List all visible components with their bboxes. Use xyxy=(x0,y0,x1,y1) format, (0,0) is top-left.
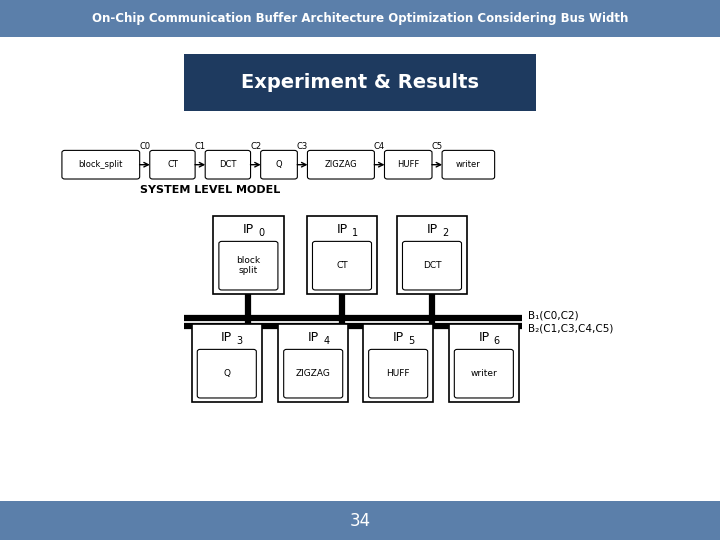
Text: Q: Q xyxy=(223,369,230,378)
Text: IP: IP xyxy=(478,331,490,344)
Text: HUFF: HUFF xyxy=(397,160,419,169)
Text: 3: 3 xyxy=(237,336,243,346)
FancyBboxPatch shape xyxy=(205,150,251,179)
Text: HUFF: HUFF xyxy=(387,369,410,378)
FancyBboxPatch shape xyxy=(384,150,432,179)
Bar xyxy=(0,501,720,540)
FancyBboxPatch shape xyxy=(402,241,462,290)
Text: IP: IP xyxy=(426,223,438,236)
Text: B₁(C0,C2): B₁(C0,C2) xyxy=(528,310,578,320)
Text: C4: C4 xyxy=(374,142,385,151)
Text: CT: CT xyxy=(167,160,178,169)
Text: 5: 5 xyxy=(408,336,414,346)
Text: writer: writer xyxy=(456,160,481,169)
Text: DCT: DCT xyxy=(423,261,441,270)
Text: 1: 1 xyxy=(352,228,358,238)
Text: SYSTEM LEVEL MODEL: SYSTEM LEVEL MODEL xyxy=(140,185,281,195)
Bar xyxy=(213,216,284,294)
Text: Experiment & Results: Experiment & Results xyxy=(241,73,479,92)
Text: block_split: block_split xyxy=(78,160,123,169)
Text: CT: CT xyxy=(336,261,348,270)
Bar xyxy=(363,324,433,402)
Text: 6: 6 xyxy=(494,336,500,346)
Bar xyxy=(307,216,377,294)
Bar xyxy=(0,0,720,37)
Text: 34: 34 xyxy=(349,511,371,530)
FancyBboxPatch shape xyxy=(369,349,428,398)
Text: C3: C3 xyxy=(297,142,308,151)
Text: ZIGZAG: ZIGZAG xyxy=(296,369,330,378)
Bar xyxy=(449,324,519,402)
FancyBboxPatch shape xyxy=(307,150,374,179)
Bar xyxy=(397,216,467,294)
Text: 2: 2 xyxy=(442,228,448,238)
FancyBboxPatch shape xyxy=(62,150,140,179)
Text: C5: C5 xyxy=(431,142,443,151)
Text: C1: C1 xyxy=(194,142,206,151)
Text: C2: C2 xyxy=(250,142,261,151)
Text: 0: 0 xyxy=(258,228,264,238)
Text: 4: 4 xyxy=(323,336,329,346)
Text: Q: Q xyxy=(276,160,282,169)
FancyBboxPatch shape xyxy=(261,150,297,179)
Bar xyxy=(278,324,348,402)
Text: DCT: DCT xyxy=(219,160,237,169)
Text: ZIGZAG: ZIGZAG xyxy=(325,160,357,169)
FancyBboxPatch shape xyxy=(312,241,372,290)
FancyBboxPatch shape xyxy=(442,150,495,179)
Text: IP: IP xyxy=(336,223,348,236)
Bar xyxy=(184,54,536,111)
Text: C0: C0 xyxy=(139,142,150,151)
Text: B₂(C1,C3,C4,C5): B₂(C1,C3,C4,C5) xyxy=(528,323,613,333)
Text: IP: IP xyxy=(307,331,319,344)
FancyBboxPatch shape xyxy=(150,150,195,179)
Text: block
split: block split xyxy=(236,256,261,275)
FancyBboxPatch shape xyxy=(219,241,278,290)
Text: IP: IP xyxy=(243,223,254,236)
FancyBboxPatch shape xyxy=(284,349,343,398)
Bar xyxy=(192,324,262,402)
FancyBboxPatch shape xyxy=(197,349,256,398)
Text: On-Chip Communication Buffer Architecture Optimization Considering Bus Width: On-Chip Communication Buffer Architectur… xyxy=(92,12,628,25)
Text: IP: IP xyxy=(392,331,404,344)
FancyBboxPatch shape xyxy=(454,349,513,398)
Text: writer: writer xyxy=(470,369,498,378)
Text: IP: IP xyxy=(221,331,233,344)
